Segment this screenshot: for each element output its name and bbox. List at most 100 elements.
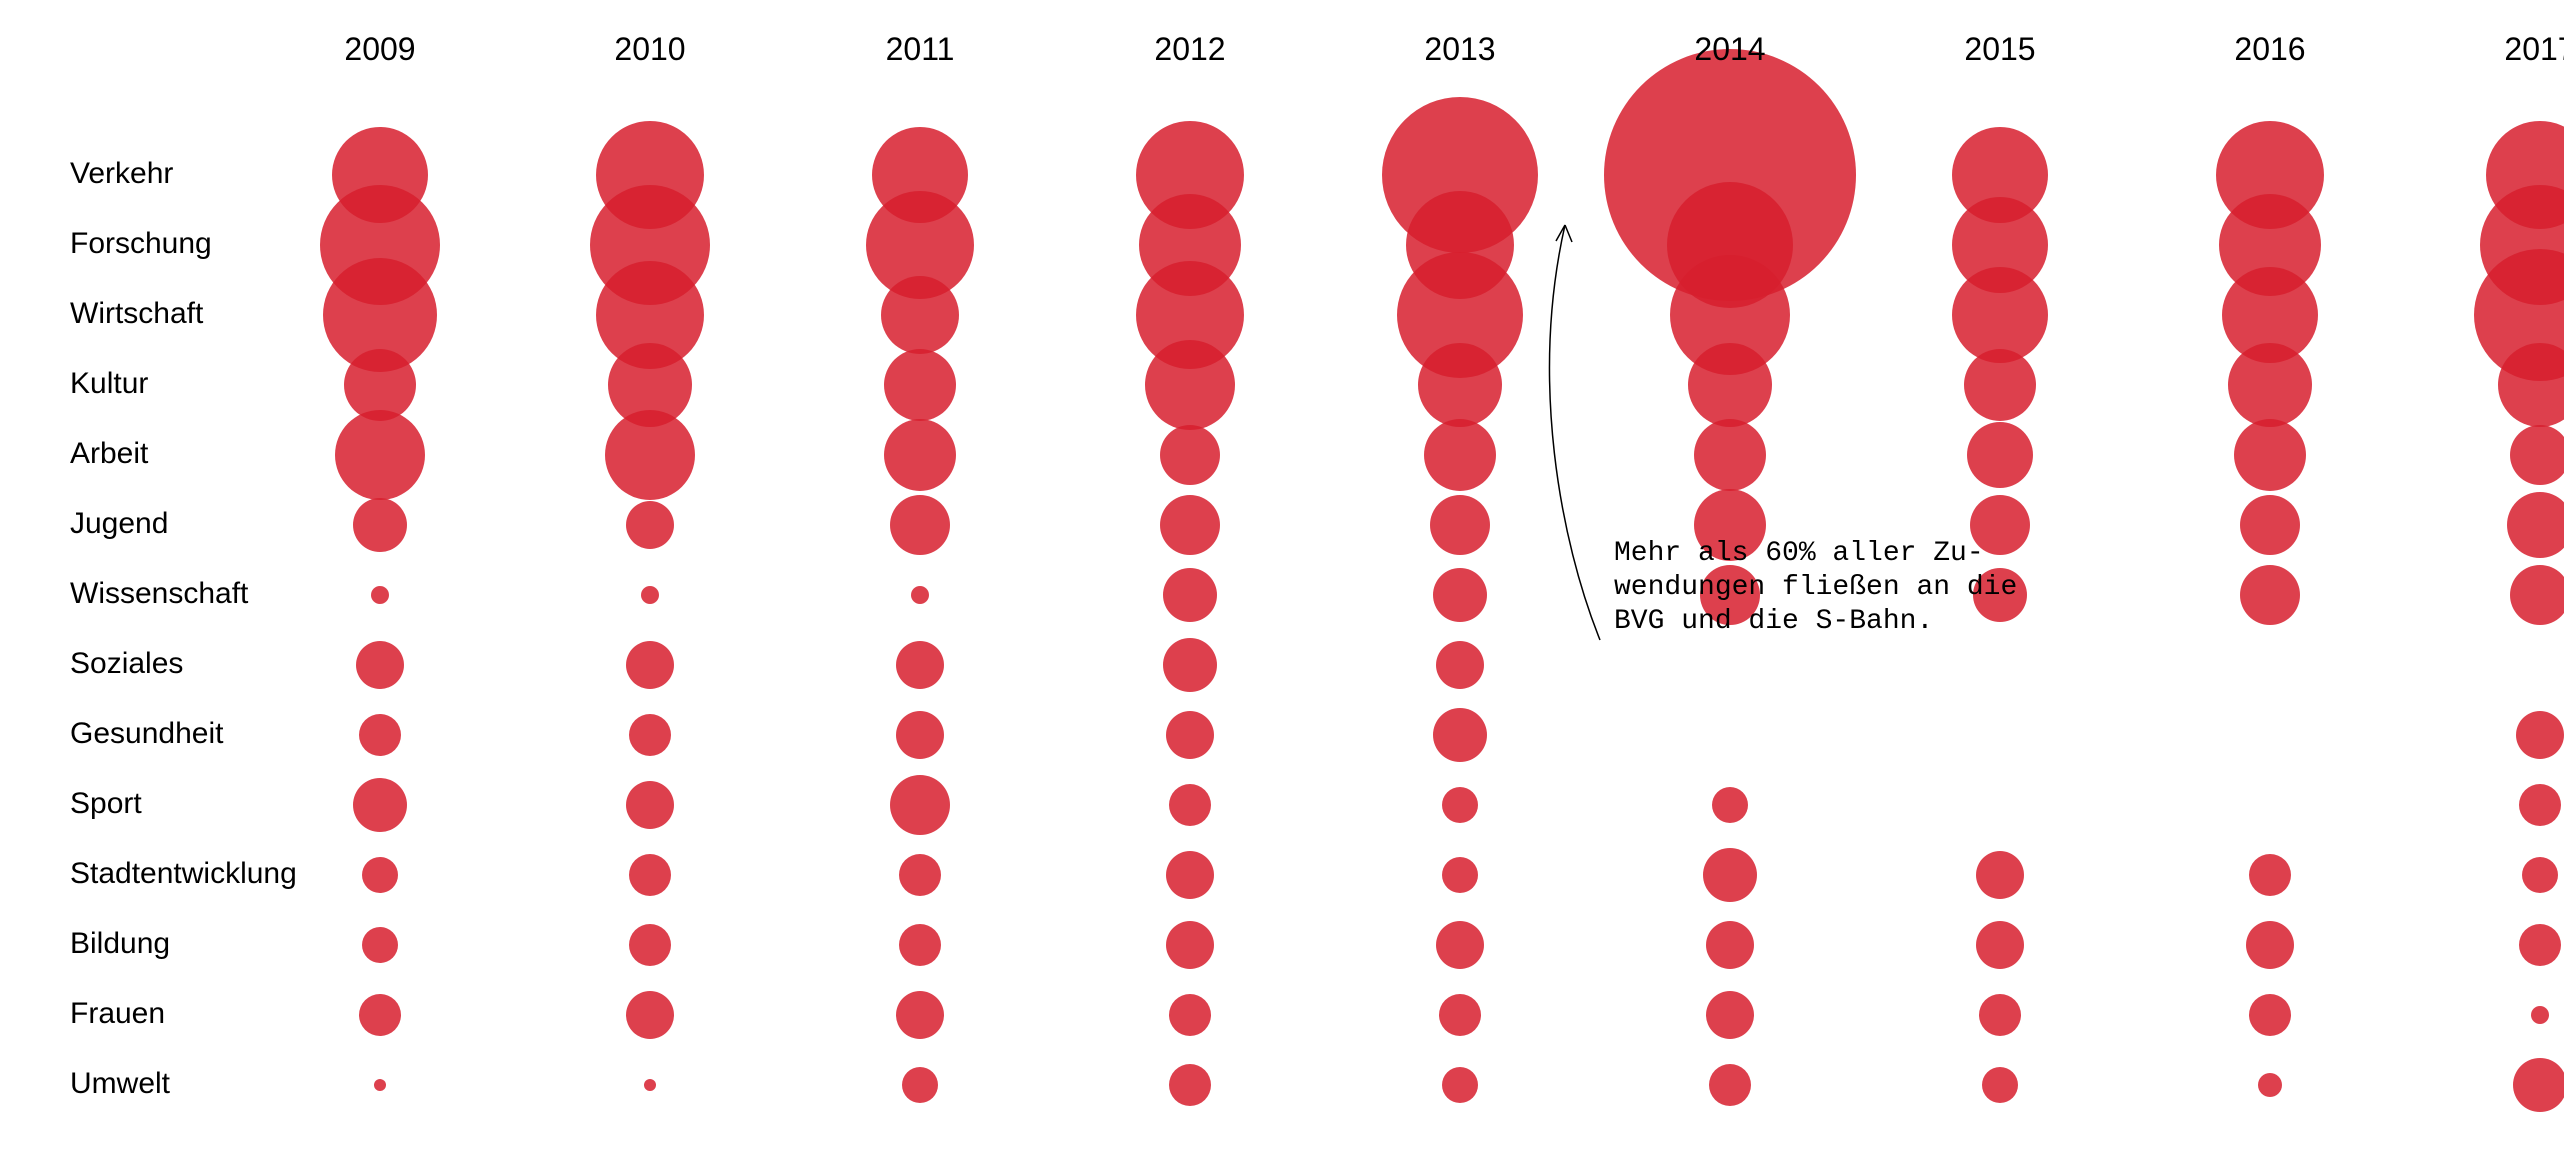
- bubble: [1418, 343, 1502, 427]
- bubble: [1712, 787, 1748, 823]
- bubble: [362, 857, 398, 893]
- bubble: [641, 586, 659, 604]
- bubble: [896, 991, 944, 1039]
- bubble: [902, 1067, 938, 1103]
- bubble: [371, 586, 389, 604]
- bubble: [353, 498, 407, 552]
- year-label: 2013: [1424, 31, 1495, 67]
- bubble: [2240, 565, 2300, 625]
- bubble: [2228, 343, 2312, 427]
- bubble: [2507, 492, 2564, 558]
- bubble: [1430, 495, 1490, 555]
- bubble: [911, 586, 929, 604]
- bubble: [1706, 921, 1754, 969]
- bubble: [2510, 565, 2564, 625]
- bubble: [2258, 1073, 2282, 1097]
- annotation-text-line: Mehr als 60% aller Zu-: [1614, 538, 1984, 569]
- bubble: [1433, 708, 1487, 762]
- bubble: [1982, 1067, 2018, 1103]
- bubble: [2513, 1058, 2564, 1112]
- bubble: [605, 410, 695, 500]
- bubble: [890, 495, 950, 555]
- year-label: 2015: [1964, 31, 2035, 67]
- bubble: [1976, 921, 2024, 969]
- bubble: [1166, 921, 1214, 969]
- bubble: [1145, 340, 1235, 430]
- annotation-arrow-line: [1550, 225, 1600, 640]
- category-label: Frauen: [70, 997, 165, 1030]
- bubble: [2249, 854, 2291, 896]
- bubble: [1979, 994, 2021, 1036]
- annotation-text-line: wendungen fließen an die: [1614, 572, 2017, 603]
- bubble: [1160, 425, 1220, 485]
- bubble: [629, 714, 671, 756]
- bubble: [1439, 994, 1481, 1036]
- bubble-matrix-chart: 200920102011201220132014201520162017Verk…: [0, 0, 2564, 1170]
- bubble: [2519, 924, 2561, 966]
- bubble: [356, 641, 404, 689]
- bubble: [2240, 495, 2300, 555]
- year-label: 2011: [886, 31, 955, 67]
- bubble: [899, 924, 941, 966]
- bubble: [2510, 425, 2564, 485]
- bubbles-group: [320, 49, 2564, 1112]
- bubble: [1709, 1064, 1751, 1106]
- bubble: [899, 854, 941, 896]
- bubble: [1163, 568, 1217, 622]
- category-label: Wissenschaft: [70, 577, 249, 610]
- bubble: [2234, 419, 2306, 491]
- category-label: Arbeit: [70, 437, 149, 470]
- bubble: [1442, 787, 1478, 823]
- bubble: [644, 1079, 656, 1091]
- bubble: [374, 1079, 386, 1091]
- bubble: [2531, 1006, 2549, 1024]
- category-label: Umwelt: [70, 1067, 171, 1100]
- category-label: Stadtentwicklung: [70, 857, 297, 890]
- category-label: Gesundheit: [70, 717, 224, 750]
- bubble: [1442, 1067, 1478, 1103]
- bubble: [896, 641, 944, 689]
- bubble: [896, 711, 944, 759]
- bubble: [1166, 711, 1214, 759]
- bubble: [2516, 711, 2564, 759]
- bubble: [2522, 857, 2558, 893]
- bubble: [884, 419, 956, 491]
- year-label: 2014: [1694, 31, 1765, 67]
- bubble: [1967, 422, 2033, 488]
- bubble: [1703, 848, 1757, 902]
- bubble: [1169, 994, 1211, 1036]
- category-label: Forschung: [70, 227, 212, 260]
- bubble: [2249, 994, 2291, 1036]
- bubble: [626, 781, 674, 829]
- year-labels: 200920102011201220132014201520162017: [344, 31, 2564, 67]
- bubble: [362, 927, 398, 963]
- year-label: 2017: [2504, 31, 2564, 67]
- bubble: [1976, 851, 2024, 899]
- category-label: Jugend: [70, 507, 168, 540]
- bubble: [1166, 851, 1214, 899]
- bubble: [1433, 568, 1487, 622]
- bubble: [1163, 638, 1217, 692]
- bubble: [1160, 495, 1220, 555]
- bubble: [353, 778, 407, 832]
- bubble: [629, 924, 671, 966]
- bubble: [335, 410, 425, 500]
- year-label: 2016: [2234, 31, 2305, 67]
- bubble: [1688, 343, 1772, 427]
- chart-svg: 200920102011201220132014201520162017Verk…: [0, 0, 2564, 1170]
- category-label: Soziales: [70, 647, 183, 680]
- bubble: [1169, 784, 1211, 826]
- bubble: [1442, 857, 1478, 893]
- bubble: [2519, 784, 2561, 826]
- year-label: 2010: [614, 31, 685, 67]
- category-label: Verkehr: [70, 157, 173, 190]
- bubble: [359, 994, 401, 1036]
- bubble: [1964, 349, 2036, 421]
- category-label: Kultur: [70, 367, 148, 400]
- bubble: [359, 714, 401, 756]
- bubble: [1952, 267, 2048, 363]
- bubble: [881, 276, 959, 354]
- bubble: [1706, 991, 1754, 1039]
- bubble: [1169, 1064, 1211, 1106]
- bubble: [884, 349, 956, 421]
